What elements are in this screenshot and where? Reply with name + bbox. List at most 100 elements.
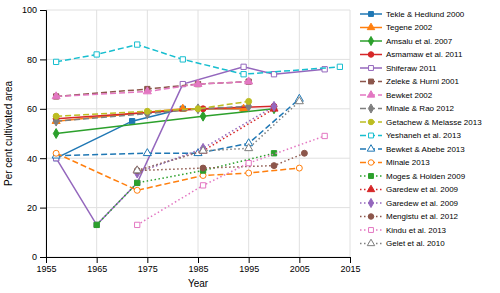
legend-item: Garedew et al. 2009 (360, 198, 459, 207)
point (322, 133, 327, 138)
point (53, 150, 59, 156)
series-line (137, 106, 274, 173)
series (52, 94, 303, 158)
point (129, 119, 134, 124)
point (246, 160, 251, 165)
point (337, 64, 342, 69)
tick-mark (40, 208, 46, 209)
point (200, 111, 206, 121)
point (271, 101, 277, 111)
series (53, 79, 251, 99)
tick-mark (198, 257, 199, 263)
grid-line (96, 10, 97, 257)
tick-label: 40 (27, 154, 37, 164)
series (52, 104, 248, 123)
tick-label: 1995 (239, 264, 259, 274)
legend-marker (368, 198, 373, 207)
legend-marker (369, 12, 374, 17)
point (143, 149, 151, 156)
series (134, 101, 276, 178)
point (271, 163, 277, 169)
tick-mark (40, 158, 46, 159)
series-layer (52, 42, 342, 228)
legend-marker (369, 133, 374, 138)
point (53, 113, 59, 119)
series-line (56, 153, 299, 190)
tick: 40 (27, 154, 46, 164)
point (144, 109, 150, 119)
point (200, 183, 205, 188)
tick: 60 (27, 104, 46, 114)
legend-label: Minale 2013 (386, 158, 430, 167)
grid-line (46, 59, 350, 60)
legend-label: Moges & Holden 2009 (386, 172, 466, 181)
tick-label: 1965 (87, 264, 107, 274)
tick: 0 (32, 252, 46, 262)
legend-marker (369, 79, 374, 84)
legend-item: Amsalu et al. 2007 (360, 36, 453, 45)
tick-label: 60 (27, 104, 37, 114)
legend-item: Bewket 2002 (360, 91, 433, 100)
grid-line (299, 10, 300, 257)
legend-item: Tegene 2002 (360, 23, 433, 32)
point (241, 72, 246, 77)
point (194, 79, 202, 86)
chart: 1955196519751985199520052015020406080100… (0, 0, 500, 293)
legend-item: Shiferaw 2011 (360, 64, 437, 73)
point (246, 98, 252, 104)
legend-label: Garedew et al. 2009 (386, 185, 459, 194)
point (133, 166, 141, 173)
legend-item: Zeleke & Hurni 2001 (360, 77, 459, 86)
grid-line (46, 158, 350, 159)
tick: 2005 (290, 257, 310, 274)
legend-label: Bewket & Abebe 2013 (386, 145, 465, 154)
tick-label: 2005 (290, 264, 310, 274)
legend-marker (369, 66, 374, 71)
point (94, 222, 99, 227)
legend-item: Minale 2013 (360, 158, 430, 167)
point (195, 106, 201, 112)
legend-item: Kindu et al. 2013 (360, 226, 447, 235)
grid (46, 10, 350, 257)
legend-label: Amsalu et al. 2007 (386, 37, 453, 46)
tick-label: 1985 (188, 264, 208, 274)
legend-item: Moges & Holden 2009 (360, 172, 466, 181)
legend-label: Mengistu et al. 2012 (386, 212, 459, 221)
series (135, 133, 328, 227)
series-line (137, 101, 299, 170)
series (134, 150, 307, 173)
x-axis-title: Year (188, 278, 209, 289)
series (53, 42, 342, 77)
tick: 20 (27, 203, 46, 213)
legend-item: Getachew & Melasse 2013 (360, 118, 482, 127)
series-line (137, 153, 304, 170)
grid-line (46, 10, 350, 11)
point (135, 222, 140, 227)
tick-mark (40, 59, 46, 60)
series-line (56, 82, 249, 97)
point (53, 129, 59, 139)
legend-item: Gelet et al. 2010 (360, 239, 445, 248)
legend-item: Minale & Rao 2012 (360, 104, 455, 113)
legend: Tekle & Hedlund 2000Tegene 2002Amsalu et… (360, 10, 482, 249)
series-line (56, 101, 249, 116)
plot-area: 1955196519751985199520052015020406080100 (22, 5, 361, 274)
point (296, 165, 302, 171)
tick-label: 100 (22, 5, 37, 15)
grid-line (248, 10, 249, 257)
series (53, 103, 277, 121)
legend-label: Asmamaw et al. 2011 (386, 50, 463, 59)
axis-domain (47, 258, 351, 264)
point (246, 170, 252, 176)
x-axis: 1955196519751985199520052015 (36, 257, 360, 274)
tick-mark (40, 109, 46, 110)
series-line (56, 67, 325, 225)
point (134, 187, 140, 193)
tick-label: 1975 (138, 264, 158, 274)
legend-marker (368, 214, 374, 220)
point (135, 180, 140, 185)
legend-marker (368, 160, 374, 166)
legend-label: Tegene 2002 (386, 23, 433, 32)
legend-marker (368, 36, 373, 45)
grid-line (46, 207, 350, 208)
